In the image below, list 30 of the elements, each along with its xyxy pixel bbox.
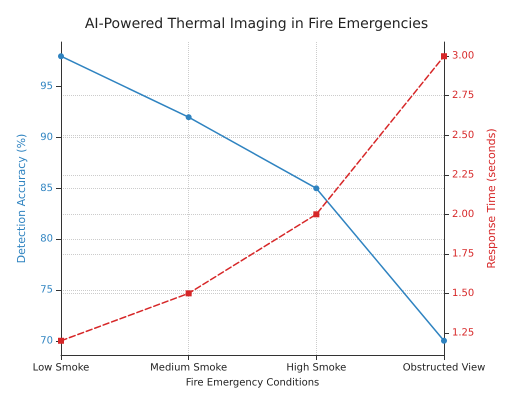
y2-tick-label: 1.75 — [452, 248, 474, 260]
x-tick-label: Low Smoke — [32, 362, 90, 374]
y-tick-label: 75 — [40, 284, 53, 296]
y-tick-label: 80 — [40, 234, 53, 245]
y2-axis-title: Response Time (seconds) — [485, 128, 498, 269]
point — [313, 211, 320, 218]
point — [58, 53, 64, 60]
x-tick-label: Medium Smoke — [150, 362, 228, 374]
y-tick-label: 90 — [40, 132, 53, 144]
y-tick-label: 95 — [40, 81, 53, 92]
point — [313, 185, 320, 192]
y2-tick-label: 2.00 — [452, 208, 474, 220]
point — [186, 114, 192, 120]
y-tick-label: 70 — [40, 335, 53, 346]
y2-tick-label: 2.75 — [452, 90, 474, 102]
x-tick-label: High Smoke — [286, 362, 346, 374]
y-axis-title: Detection Accuracy (%) — [15, 134, 28, 264]
point — [441, 338, 447, 344]
x-tick-label: Obstructed View — [402, 362, 486, 374]
point — [58, 338, 64, 344]
point — [186, 290, 192, 296]
y2-tick-label: 1.25 — [452, 327, 474, 338]
y2-tick-label: 1.50 — [452, 288, 474, 299]
point — [441, 53, 447, 60]
x-axis-title: Fire Emergency Conditions — [186, 377, 320, 388]
chart-title: AI-Powered Thermal Imaging in Fire Emergencies — [84, 16, 428, 32]
y2-tick-label: 2.25 — [452, 169, 474, 180]
y2-tick-label: 3.00 — [452, 50, 474, 62]
y2-tick-label: 2.50 — [452, 130, 474, 141]
y-tick-label: 85 — [40, 182, 53, 194]
